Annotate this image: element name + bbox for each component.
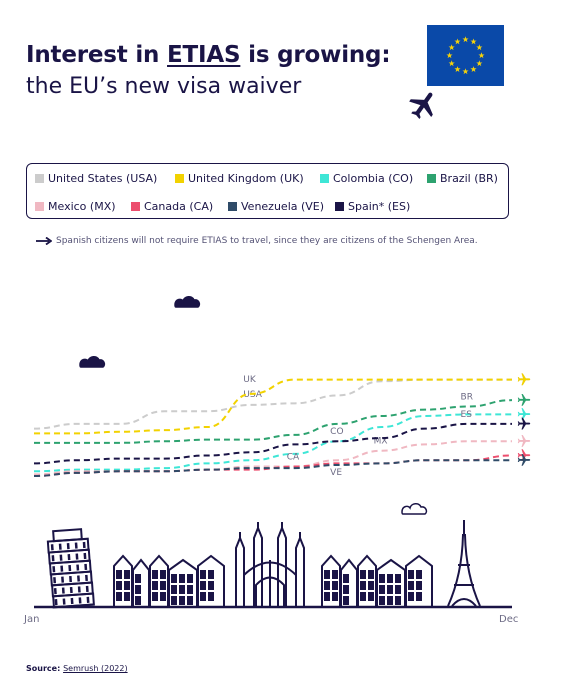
series-label-mx: MX: [374, 437, 388, 447]
legend-label: United States (USA): [48, 172, 158, 185]
legend-swatch: [335, 202, 344, 211]
series-label-ca: CA: [287, 453, 300, 463]
houses-icon: [321, 554, 433, 606]
flag-star: [476, 44, 483, 51]
cloud-icon: [401, 503, 428, 515]
flag-star: [476, 60, 483, 67]
legend-swatch: [35, 174, 44, 183]
title-highlight: ETIAS: [167, 42, 241, 68]
legend-item-br: Brazil (BR): [427, 172, 498, 185]
legend-item-co: Colombia (CO): [320, 172, 413, 185]
legend-swatch: [35, 202, 44, 211]
legend-item-mx: Mexico (MX): [35, 200, 116, 213]
legend-swatch: [175, 174, 184, 183]
airplane-icon: [517, 373, 531, 386]
leaning-tower-icon: [46, 528, 95, 609]
airplane-icon: [517, 435, 531, 447]
legend-item-ca: Canada (CA): [131, 200, 213, 213]
legend-label: Brazil (BR): [440, 172, 498, 185]
flag-star: [454, 66, 461, 72]
legend-item-es: Spain* (ES): [335, 200, 410, 213]
legend-label: Mexico (MX): [48, 200, 116, 213]
flag-star: [462, 36, 469, 43]
flag-star: [446, 52, 453, 59]
legend-label: Colombia (CO): [333, 172, 414, 185]
series-line-uk: [34, 378, 512, 435]
series-label-uk: UK: [243, 375, 257, 385]
x-tick-label: Dec: [499, 614, 518, 625]
flag-star: [448, 60, 455, 67]
chart-subtitle: the EU’s new visa waiver: [26, 74, 302, 99]
flag-star: [462, 68, 469, 75]
flag-star: [448, 44, 455, 51]
airplane-icon: [517, 417, 531, 430]
source-note: Source: Semrush (2022): [26, 664, 128, 673]
source-link[interactable]: Semrush (2022): [63, 664, 128, 673]
legend-swatch: [427, 174, 436, 183]
legend-item-uk: United Kingdom (UK): [175, 172, 304, 185]
legend-item-usa: United States (USA): [35, 172, 157, 185]
footnote: Spanish citizens will not require ETIAS …: [36, 236, 478, 246]
legend-label: United Kingdom (UK): [188, 172, 304, 185]
eiffel-tower-icon: [447, 520, 481, 607]
x-tick-label: Jan: [23, 614, 39, 625]
footnote-text: Spanish citizens will not require ETIAS …: [56, 236, 478, 246]
series-line-es: [33, 422, 512, 465]
flag-star: [470, 66, 477, 72]
legend-label: Spain* (ES): [348, 200, 411, 213]
arrow-right-icon: [36, 237, 52, 245]
airplane-icon: [517, 449, 531, 462]
cloud-icon: [79, 356, 106, 368]
chart-legend: United States (USA) United Kingdom (UK) Co…: [26, 163, 509, 219]
houses-icon: [113, 554, 225, 606]
legend-label: Canada (CA): [144, 200, 214, 213]
series-label-es: ES: [461, 410, 473, 420]
flag-star: [478, 52, 485, 59]
legend-swatch: [320, 174, 329, 183]
eu-flag-icon: [427, 25, 504, 86]
airplane-icon: [517, 408, 531, 420]
legend-swatch: [228, 202, 237, 211]
series-label-br: BR: [461, 392, 473, 402]
series-label-usa: USA: [243, 390, 262, 400]
airplane-icon: [409, 92, 433, 120]
flag-star: [470, 38, 477, 45]
airplane-icon: [517, 454, 531, 466]
legend-swatch: [131, 202, 140, 211]
chart-title: Interest in ETIAS is growing:: [26, 42, 391, 68]
series-line-co: [33, 413, 512, 473]
cloud-icon: [174, 296, 201, 308]
legend-label: Venezuela (VE): [241, 200, 325, 213]
series-label-co: CO: [330, 427, 343, 437]
city-skyline: [34, 520, 512, 609]
legend-item-ve: Venezuela (VE): [228, 200, 324, 213]
cathedral-icon: [235, 522, 305, 606]
series-line-br: [34, 399, 513, 444]
airplane-icon: [517, 393, 531, 406]
flag-star: [454, 38, 461, 45]
series-line-ve: [33, 459, 512, 477]
series-label-ve: VE: [330, 468, 342, 478]
